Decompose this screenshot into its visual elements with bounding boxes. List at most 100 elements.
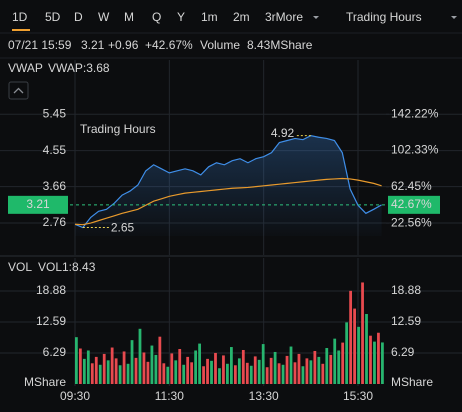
volume-bar xyxy=(78,348,82,384)
session-menu[interactable]: Trading Hours xyxy=(346,10,422,24)
volume-bar xyxy=(230,347,233,384)
volume-bar xyxy=(75,337,78,384)
volume-bar xyxy=(245,362,249,384)
timeframe-tab[interactable]: D xyxy=(74,10,83,24)
indicator-name: VWAP xyxy=(8,61,43,75)
timeframe-tab[interactable]: 5D xyxy=(45,10,61,24)
collapse-button[interactable] xyxy=(8,81,29,100)
volume-bar xyxy=(241,349,245,384)
y-tick-label: 18.88 xyxy=(36,283,66,297)
volume-bar xyxy=(170,353,174,384)
volume-bar xyxy=(146,361,150,384)
volume-bar xyxy=(214,352,217,384)
quote-volume: 8.43MShare xyxy=(247,38,313,52)
volume-bar xyxy=(114,358,118,384)
volume-bar xyxy=(353,308,356,384)
volume-bar xyxy=(178,349,182,384)
timeframe-tab[interactable]: M xyxy=(124,10,134,24)
vwap-line xyxy=(74,177,382,226)
volume-bar xyxy=(249,365,253,384)
volume-bar xyxy=(309,360,313,384)
volume-bar xyxy=(369,335,372,384)
volume-bar xyxy=(82,358,86,384)
volume-bar xyxy=(150,345,154,384)
volume-bar xyxy=(158,336,162,384)
volume-bar xyxy=(222,355,225,384)
volume-bar xyxy=(233,365,237,384)
volume-bar xyxy=(98,364,102,384)
price-area xyxy=(75,135,382,236)
volume-bar xyxy=(134,357,138,384)
volume-bar xyxy=(261,344,265,384)
volume-bar xyxy=(94,356,98,384)
annotation-label: 4.92 xyxy=(271,126,295,140)
volume-bar xyxy=(273,351,277,384)
volume-bar xyxy=(297,353,301,384)
volume-bar xyxy=(265,367,269,384)
volume-bar xyxy=(142,352,146,384)
y-tick-label: 6.29 xyxy=(391,345,415,359)
quote-date: 07/21 15:59 xyxy=(8,38,72,52)
volume-bar xyxy=(194,350,198,384)
timeframe-tab[interactable]: 2m xyxy=(233,10,250,24)
watermark: Trading Hours xyxy=(80,122,156,136)
volume-bar xyxy=(218,368,221,384)
volume-bar xyxy=(190,362,194,384)
volume-bar xyxy=(377,332,380,384)
y2-tick-label: 102.33% xyxy=(391,143,439,157)
volume-bar xyxy=(349,290,353,384)
volume-bar xyxy=(90,363,94,384)
x-tick-label: 09:30 xyxy=(60,389,90,403)
timeframe-tab[interactable]: Y xyxy=(177,10,185,24)
volume-bar xyxy=(289,346,293,384)
volume-bar xyxy=(305,358,309,384)
active-tab-underline xyxy=(12,29,30,31)
quote-volume-label: Volume xyxy=(200,38,240,52)
volume-bar xyxy=(206,358,209,384)
y-tick-label: 12.59 xyxy=(391,314,421,328)
indicator-value: VOL1:8.43 xyxy=(38,260,96,274)
last-price-box xyxy=(8,195,68,214)
volume-bar xyxy=(269,357,273,384)
volume-bar xyxy=(357,326,360,384)
volume-bar xyxy=(345,322,349,384)
volume-bar xyxy=(321,363,325,384)
dropdown-caret xyxy=(451,16,457,19)
volume-bar xyxy=(118,365,122,384)
volume-bar xyxy=(182,364,186,384)
last-pct-label: 42.67% xyxy=(391,197,432,211)
indicator-name: VOL xyxy=(8,260,32,274)
timeframe-tab[interactable]: Q xyxy=(152,10,161,24)
volume-bar xyxy=(126,363,130,384)
timeframe-tab[interactable]: 1D xyxy=(12,10,28,24)
volume-bar xyxy=(337,350,341,384)
volume-bar xyxy=(281,364,285,384)
y-tick-label: 6.29 xyxy=(43,345,67,359)
x-tick-label: 13:30 xyxy=(249,389,279,403)
volume-bar xyxy=(373,341,376,384)
volume-bar xyxy=(285,355,289,384)
volume-bar xyxy=(110,347,114,384)
volume-bar xyxy=(381,342,384,384)
y-tick-label: 5.45 xyxy=(43,106,67,120)
volume-bar xyxy=(102,353,106,384)
y-axis-label: MShare xyxy=(391,375,433,389)
volume-bar xyxy=(174,360,178,384)
volume-bar xyxy=(329,354,333,384)
collapse-icon xyxy=(13,87,24,94)
timeframe-tab[interactable]: 3rMore xyxy=(265,10,303,24)
y2-tick-label: 142.22% xyxy=(391,106,439,120)
volume-bar xyxy=(277,363,281,384)
indicator-value: VWAP:3.68 xyxy=(48,61,110,75)
volume-bar xyxy=(293,362,297,384)
quote-price: 3.21 xyxy=(81,38,105,52)
x-tick-label: 15:30 xyxy=(343,389,373,403)
timeframe-tab[interactable]: 1m xyxy=(201,10,218,24)
y2-tick-label: 22.56% xyxy=(391,215,432,229)
timeframe-tab[interactable]: W xyxy=(98,10,110,24)
volume-bar xyxy=(106,360,110,384)
x-tick-label: 11:30 xyxy=(155,389,184,403)
volume-bar xyxy=(226,363,229,384)
volume-bar xyxy=(257,359,261,384)
quote-change: +0.96 xyxy=(108,38,139,52)
